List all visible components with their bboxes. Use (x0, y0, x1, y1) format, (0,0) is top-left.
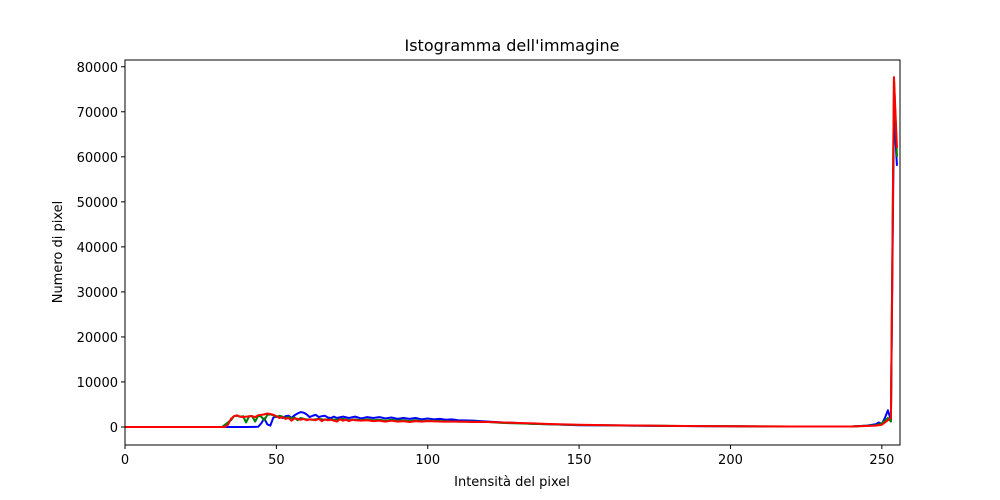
x-axis-label: Intensità del pixel (454, 475, 570, 490)
x-tick-label: 0 (121, 453, 129, 468)
y-tick-label: 50000 (77, 196, 118, 211)
x-tick-label: 50 (268, 453, 285, 468)
y-tick-label: 60000 (77, 151, 118, 166)
y-tick-label: 10000 (77, 376, 118, 391)
plot-lines (125, 76, 898, 428)
y-tick-label: 80000 (77, 61, 118, 76)
series-line-1 (125, 77, 898, 428)
chart-title: Istogramma dell'immagine (404, 36, 619, 55)
x-axis-ticks: 0 50 100 150 200 250 (121, 445, 894, 468)
y-tick-label: 20000 (77, 331, 118, 346)
x-tick-label: 150 (567, 453, 592, 468)
x-tick-label: 100 (415, 453, 440, 468)
y-tick-label: 70000 (77, 106, 118, 121)
y-axis-ticks: 0 10000 20000 30000 40000 50000 60000 70000 8000… (77, 61, 125, 436)
x-tick-label: 250 (869, 453, 894, 468)
y-tick-label: 30000 (77, 286, 118, 301)
y-axis-label: Numero di pixel (51, 201, 66, 304)
plot-frame (124, 59, 901, 446)
series-line-2 (125, 76, 898, 428)
y-tick-label: 40000 (77, 241, 118, 256)
y-tick-label: 0 (110, 421, 118, 436)
x-tick-label: 200 (718, 453, 743, 468)
series-line-0 (125, 110, 898, 428)
